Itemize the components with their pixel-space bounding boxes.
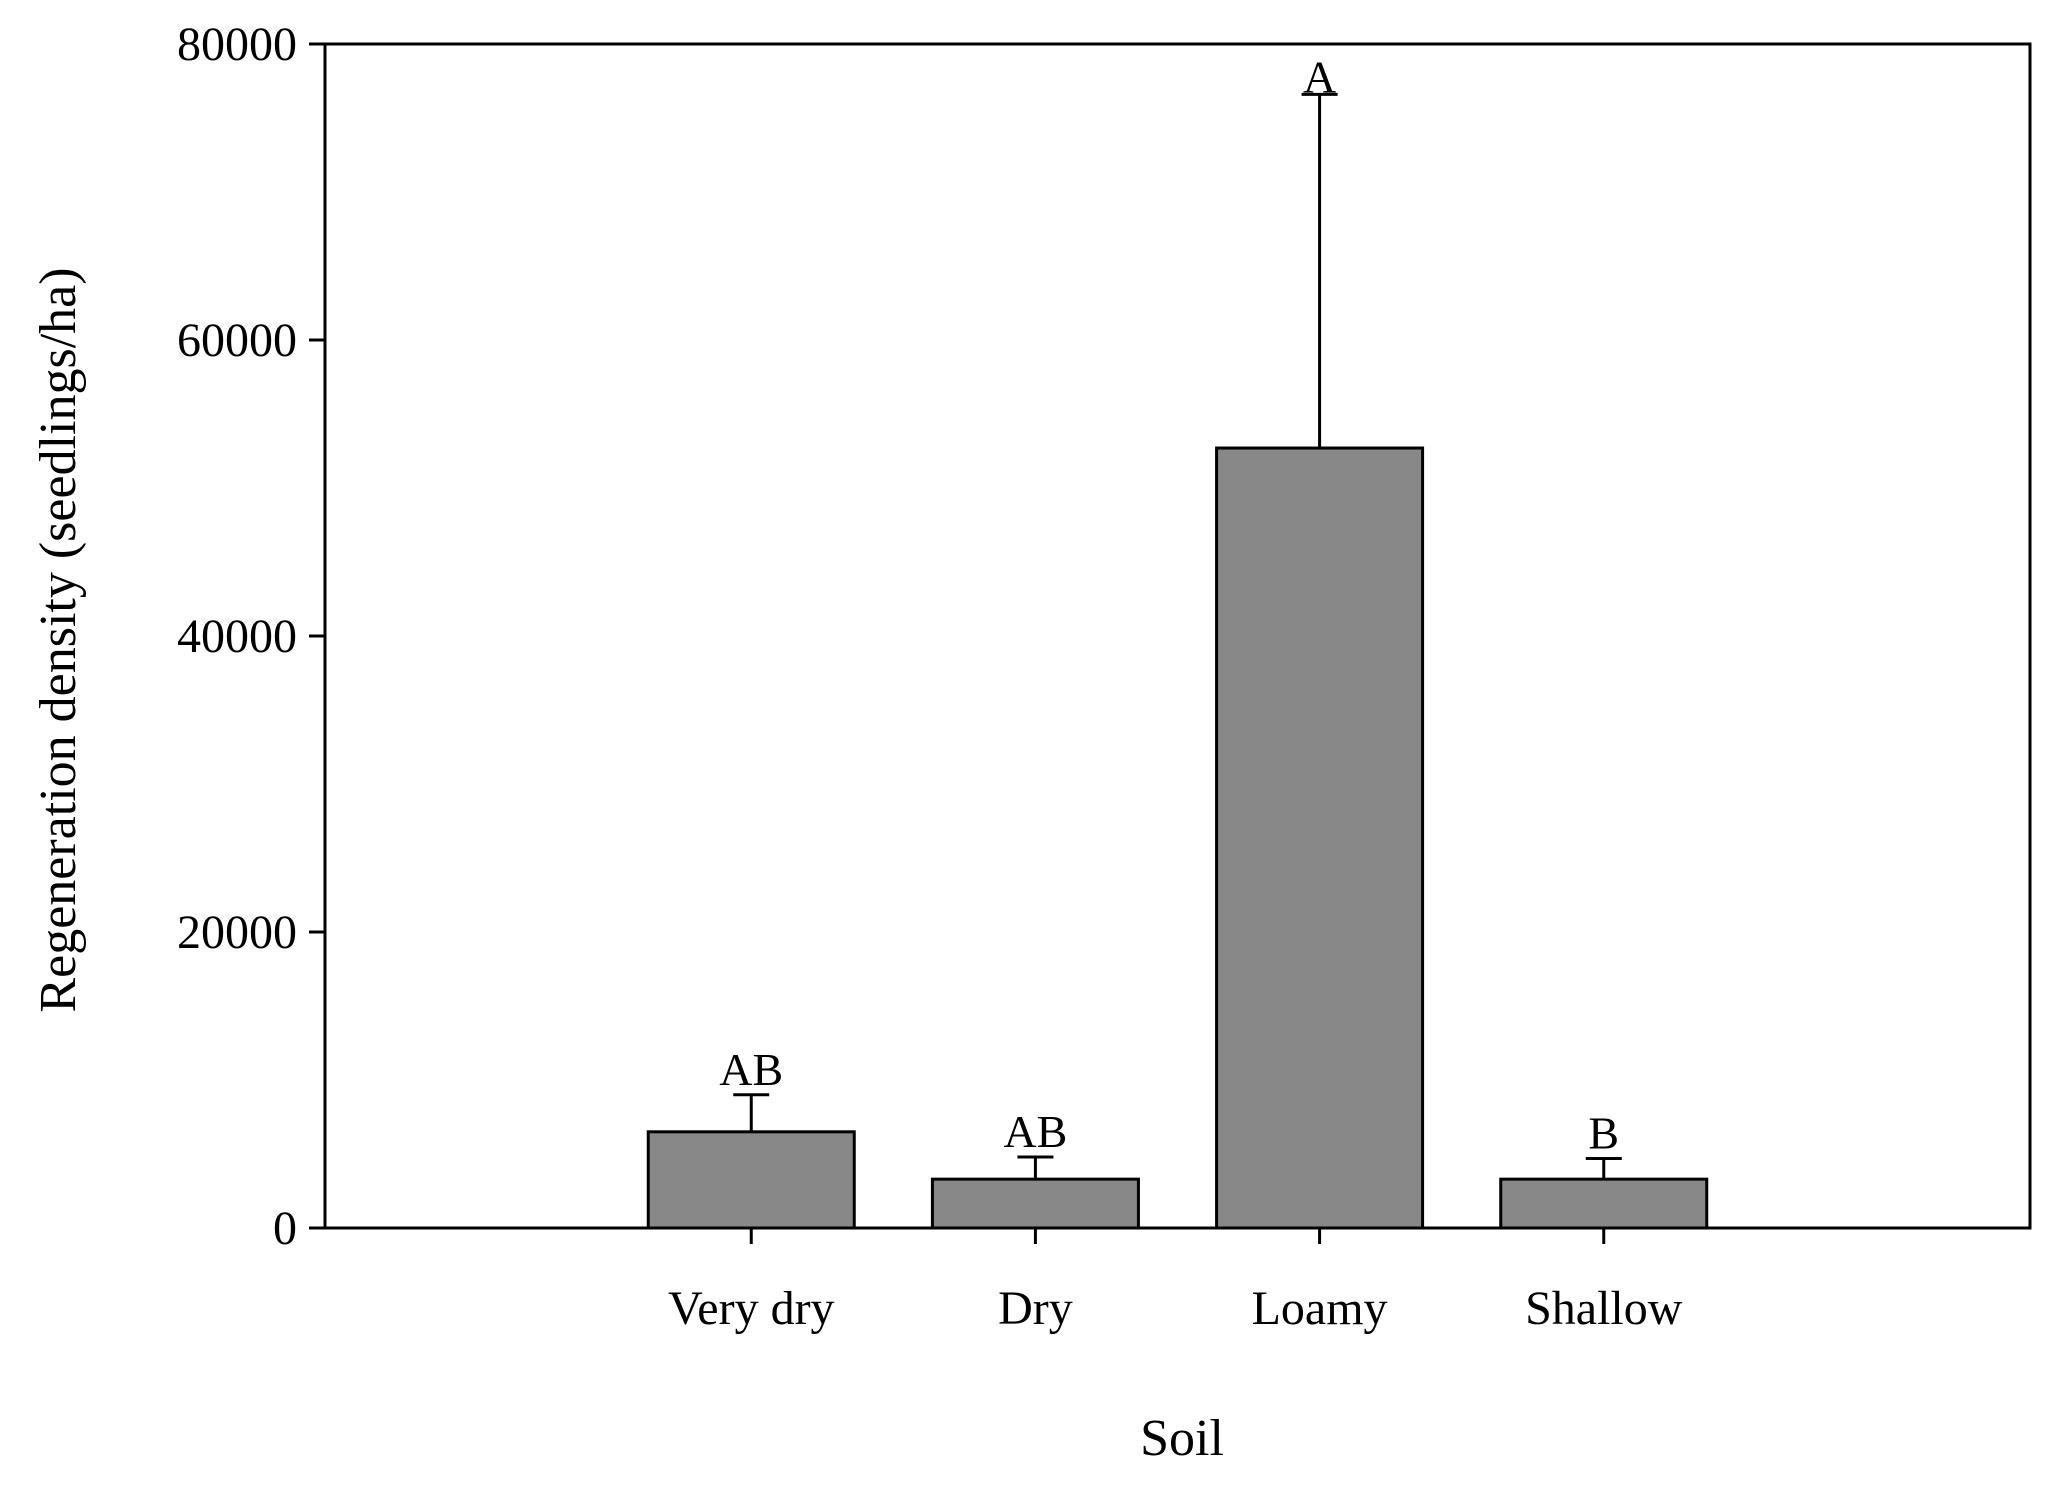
y-tick-label: 40000 (177, 610, 297, 663)
y-tick-label: 0 (273, 1202, 297, 1255)
x-axis-title: Soil (1140, 1410, 1224, 1467)
y-tick-label: 20000 (177, 906, 297, 959)
x-tick-label: Loamy (1252, 1282, 1388, 1335)
plot-frame (323, 42, 2032, 1230)
x-tick-label: Very dry (668, 1282, 835, 1335)
significance-label: A (1303, 51, 1336, 102)
significance-label: AB (719, 1044, 783, 1095)
bar-shallow (1499, 1177, 1709, 1230)
x-tick-label: Dry (998, 1282, 1073, 1335)
significance-label: B (1588, 1107, 1619, 1158)
y-tick-label: 80000 (177, 18, 297, 71)
bar-very-dry (646, 1130, 856, 1230)
significance-label: AB (1003, 1106, 1067, 1157)
bar-loamy (1215, 446, 1425, 1230)
y-tick-label: 60000 (177, 314, 297, 367)
bar-dry (930, 1177, 1140, 1230)
chart-axes: Very dry Dry Loamy Shallow 0 20000 40000 60000 8… (177, 18, 2032, 1335)
x-tick-label: Shallow (1525, 1282, 1683, 1335)
y-axis-title: Regeneration density (seedlings/ha) (30, 267, 87, 1012)
